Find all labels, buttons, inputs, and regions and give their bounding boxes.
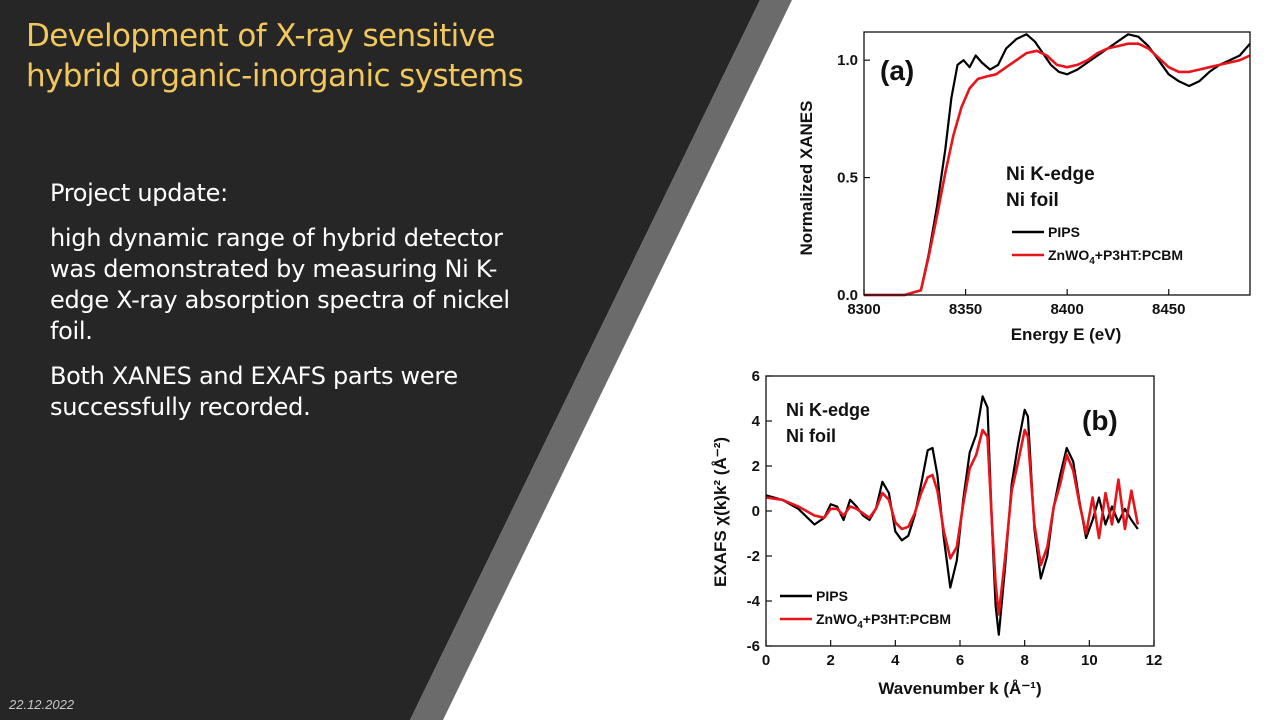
xanes-y-axis-label: Normalized XANES	[797, 101, 816, 256]
exafs-chart: 0 2 4 6 8 10 12 -6 -4 -2 0 2 4 6 Ni K-edge Ni foil (b…	[711, 368, 1163, 698]
exafs-legend-label-hybrid: ZnWO4+P3HT:PCBM	[816, 611, 951, 631]
exafs-x-tick-label: 4	[891, 652, 900, 669]
xanes-legend-label-hybrid: ZnWO4+P3HT:PCBM	[1048, 247, 1183, 267]
paragraph-dynamic-range: high dynamic range of hybrid detector wa…	[50, 224, 510, 345]
xanes-x-axis-label: Energy E (eV)	[1011, 325, 1122, 344]
xanes-y-tick-label: 0.0	[837, 287, 858, 304]
exafs-y-tick-label: 0	[752, 503, 760, 520]
exafs-annotation-edge: Ni K-edge	[786, 400, 870, 420]
exafs-y-tick-label: 6	[752, 368, 760, 385]
exafs-y-tick-label: 4	[752, 413, 761, 430]
xanes-annotation-foil: Ni foil	[1006, 190, 1059, 211]
exafs-x-tick-label: 2	[826, 652, 834, 669]
exafs-y-axis-label: EXAFS χ(k)k² (Å⁻²)	[711, 437, 730, 587]
xanes-x-tick-label: 8350	[949, 301, 982, 318]
xanes-y-tick-label: 1.0	[837, 52, 858, 69]
body-text: Project update: high dynamic range of hy…	[50, 178, 520, 437]
exafs-x-tick-label: 0	[762, 652, 770, 669]
exafs-x-tick-label: 8	[1020, 652, 1028, 669]
xanes-x-tick-label: 8300	[847, 301, 880, 318]
xanes-series-line-pips	[864, 33, 1251, 297]
exafs-y-tick-label: 2	[752, 458, 760, 475]
title-line-2: hybrid organic-inorganic systems	[26, 58, 524, 94]
exafs-x-tick-label: 10	[1081, 652, 1098, 669]
xanes-annotation-edge: Ni K-edge	[1006, 164, 1095, 185]
exafs-x-axis-label: Wavenumber k (Å⁻¹)	[878, 679, 1041, 698]
title-line-1: Development of X-ray sensitive	[26, 18, 496, 54]
xanes-legend-label-pips: PIPS	[1048, 224, 1080, 240]
xanes-series-group	[864, 33, 1251, 297]
exafs-y-tick-label: -4	[747, 593, 761, 610]
xanes-plot-frame	[863, 31, 1251, 296]
slide-title: Development of X-ray sensitive hybrid or…	[26, 16, 586, 96]
xanes-y-tick-label: 0.5	[837, 170, 858, 187]
dark-panel	[0, 0, 760, 720]
xanes-x-tick-label: 8400	[1050, 301, 1083, 318]
paragraph-project-update: Project update:	[50, 179, 228, 207]
xanes-series-line-hybrid	[864, 42, 1251, 297]
exafs-series-group	[765, 395, 1140, 636]
exafs-annotation-foil: Ni foil	[786, 426, 836, 446]
exafs-x-tick-label: 6	[956, 652, 964, 669]
paragraph-xanes-exafs: Both XANES and EXAFS parts were successf…	[50, 362, 458, 421]
exafs-x-tick-label: 12	[1146, 652, 1163, 669]
xanes-x-tick-label: 8450	[1152, 301, 1185, 318]
exafs-legend-label-pips: PIPS	[816, 588, 848, 604]
exafs-series-line-hybrid	[765, 428, 1140, 616]
exafs-panel-label: (b)	[1082, 405, 1118, 436]
xanes-panel-label: (a)	[880, 55, 914, 86]
slide-date: 22.12.2022	[9, 697, 75, 712]
exafs-y-tick-label: -6	[747, 638, 760, 655]
diagonal-stripe	[410, 0, 792, 720]
exafs-y-tick-label: -2	[747, 548, 760, 565]
